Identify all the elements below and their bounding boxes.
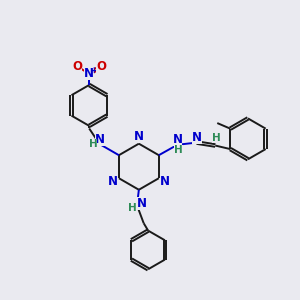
Text: H: H: [128, 202, 137, 213]
Text: H: H: [212, 133, 221, 143]
Text: N: N: [160, 175, 170, 188]
Text: H: H: [175, 145, 183, 154]
Text: N: N: [84, 67, 94, 80]
Text: H: H: [88, 139, 97, 149]
Text: +: +: [90, 66, 96, 75]
Text: N: N: [108, 175, 118, 188]
Text: N: N: [134, 130, 144, 143]
Text: N: N: [192, 131, 202, 144]
Text: N: N: [172, 133, 182, 146]
Text: O: O: [96, 60, 106, 73]
Text: O: O: [72, 60, 82, 73]
Text: N: N: [94, 133, 105, 146]
Text: N: N: [136, 196, 146, 210]
